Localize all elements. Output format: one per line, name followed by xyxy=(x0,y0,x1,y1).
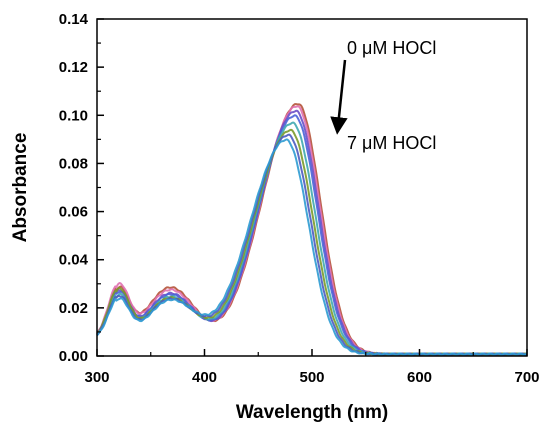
y-tick-label: 0.00 xyxy=(59,348,88,365)
series-layer xyxy=(96,103,528,356)
y-tick-label: 0.08 xyxy=(59,155,88,172)
x-axis-ticks: 300 400 500 600 700 xyxy=(84,349,540,386)
x-tick-label: 500 xyxy=(299,369,324,386)
plot-frame xyxy=(96,18,528,357)
x-axis-title: Wavelength (nm) xyxy=(236,402,388,423)
y-tick-label: 0.02 xyxy=(59,300,88,317)
y-tick-label: 0.14 xyxy=(59,11,89,28)
x-tick-label: 300 xyxy=(84,369,109,386)
annotation-0uM: 0 μM HOCl xyxy=(347,38,436,58)
y-tick-label: 0.06 xyxy=(59,204,88,221)
y-tick-label: 0.04 xyxy=(59,252,89,269)
x-tick-label: 400 xyxy=(192,369,217,386)
series-line-8 xyxy=(96,138,528,356)
x-tick-label: 700 xyxy=(514,369,539,386)
y-axis-title: Absorbance xyxy=(10,133,31,243)
y-axis-ticks: 0.00 0.02 0.04 0.06 0.08 0.10 0.12 0.14 xyxy=(59,11,104,365)
annotation-7uM: 7 μM HOCl xyxy=(347,133,436,153)
y-tick-label: 0.12 xyxy=(59,59,88,76)
trend-arrow xyxy=(330,59,348,135)
y-tick-label: 0.10 xyxy=(59,107,88,124)
x-tick-label: 600 xyxy=(407,369,432,386)
